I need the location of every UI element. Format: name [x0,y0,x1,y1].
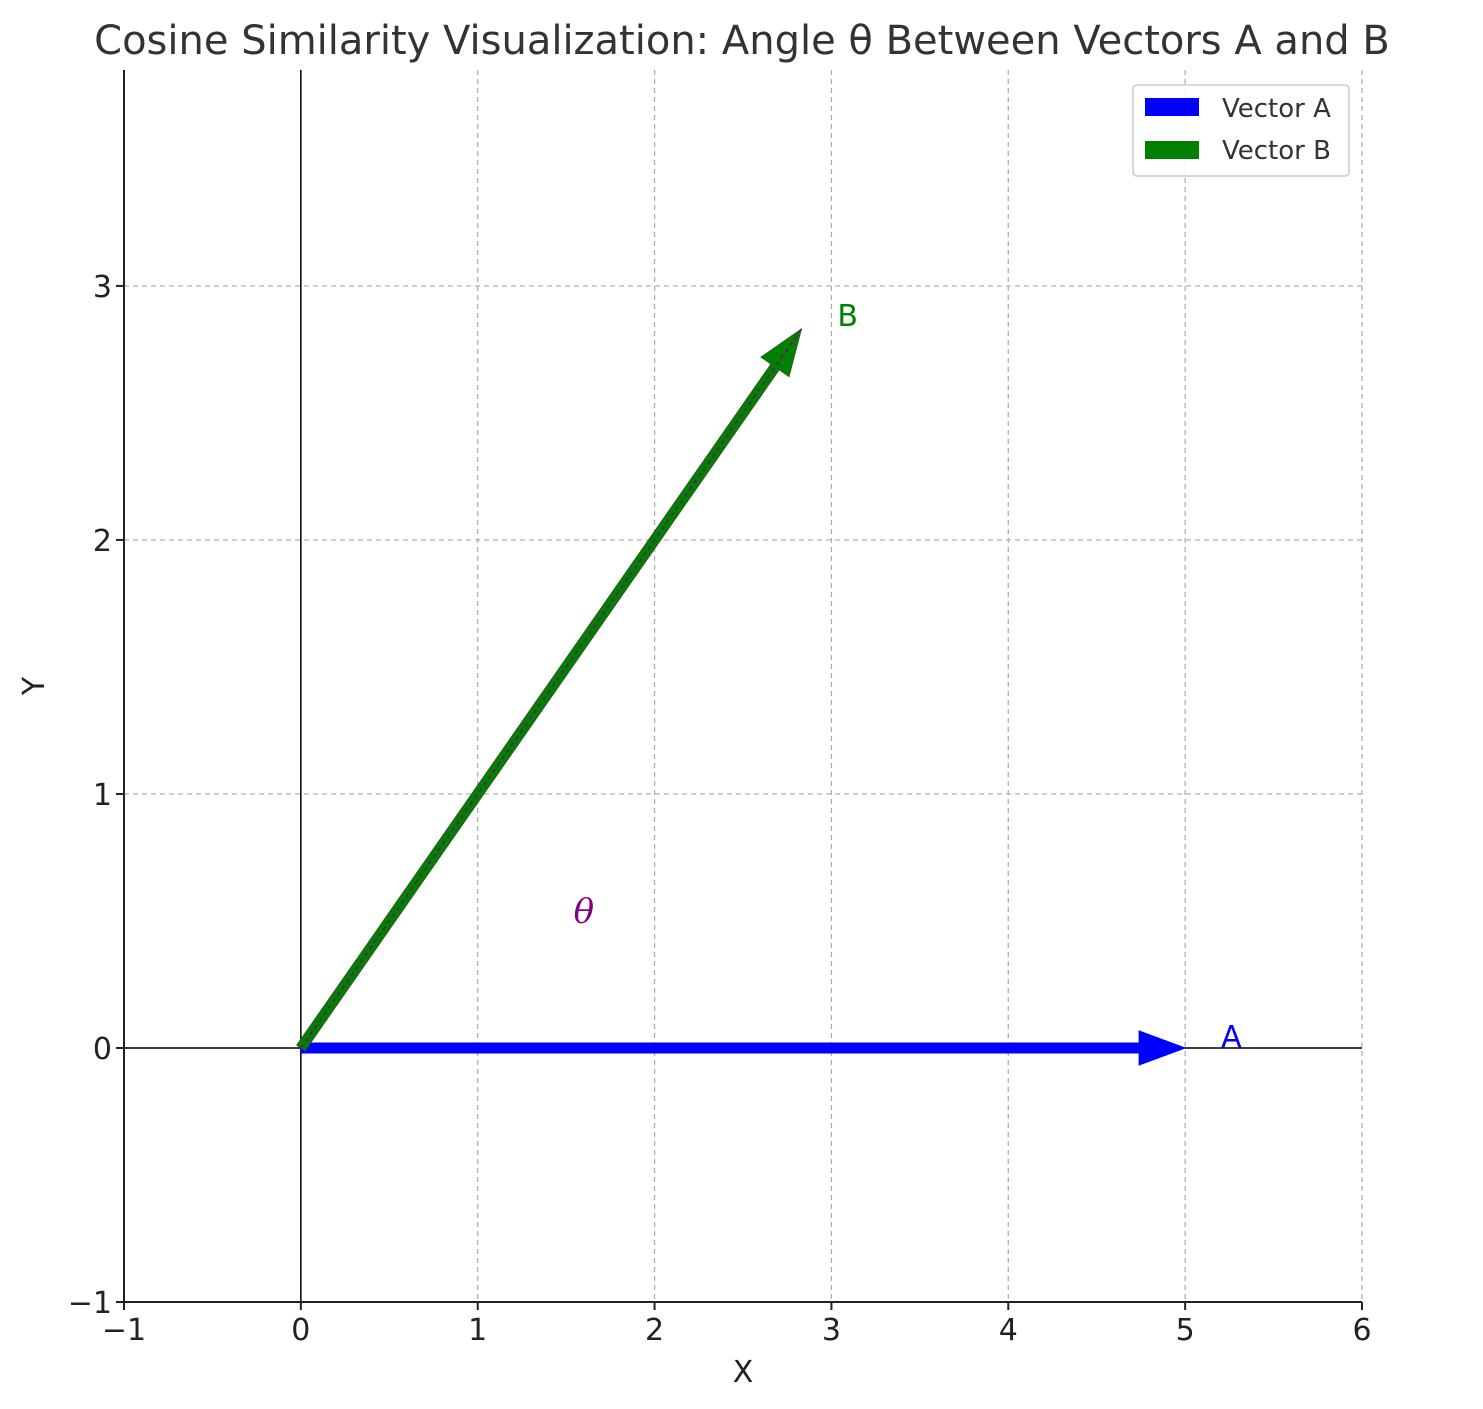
vector-b-guide-line [300,328,802,1049]
y-axis-label: Y [17,676,52,696]
y-tick-label: 2 [93,524,112,559]
x-tick-label: −1 [102,1313,146,1348]
x-tick-label: 2 [645,1313,664,1348]
x-tick-label: 0 [291,1313,310,1348]
y-tick-label: 1 [93,778,112,813]
vector-a-label: A [1221,1020,1242,1055]
x-tick-label: 4 [999,1313,1018,1348]
axes [123,70,1362,1303]
x-axis-label: X [733,1355,754,1390]
y-tick-label: −1 [68,1286,112,1321]
vector-b-arrow [296,327,803,1052]
x-tick-label: 1 [468,1313,487,1348]
x-tick-label: 6 [1352,1313,1371,1348]
vector-a-arrow [300,1030,1187,1066]
legend: Vector A Vector B [1132,84,1350,177]
annotations: θ [574,891,594,931]
grid [124,70,1363,1302]
legend-label-vector-a: Vector A [1222,94,1331,124]
y-tick-label: 0 [93,1032,112,1067]
chart-title: Cosine Similarity Visualization: Angle θ… [94,18,1390,64]
legend-label-vector-b: Vector B [1222,136,1331,166]
legend-swatch-vector-b [1145,141,1199,159]
vector-b-label: B [837,299,858,334]
tick-labels: −1 0 1 2 3 4 5 6 −1 0 1 2 3 [68,270,1372,1348]
vectors: AB [296,299,1242,1066]
y-tick-label: 3 [93,270,112,305]
legend-swatch-vector-a [1145,98,1199,116]
theta-annotation: θ [574,891,594,931]
x-tick-label: 5 [1176,1313,1195,1348]
x-tick-label: 3 [822,1313,841,1348]
